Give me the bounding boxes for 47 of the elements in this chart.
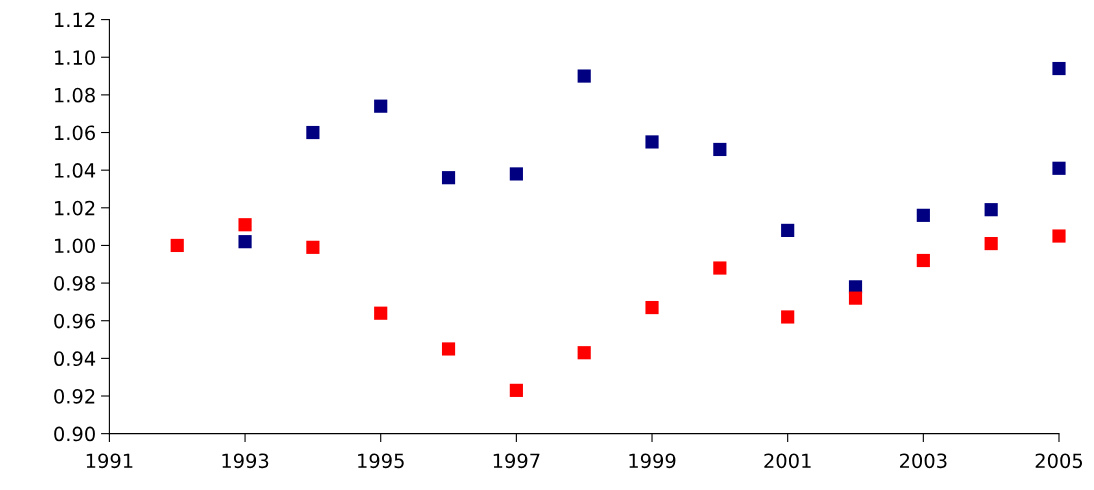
y-tick-label: 1.00 [55, 238, 95, 254]
y-tick-label: 1.12 [55, 12, 95, 27]
point [984, 236, 998, 251]
point [645, 135, 659, 149]
point [713, 142, 727, 157]
point [1052, 161, 1066, 175]
y-tick-label: 0.96 [54, 313, 95, 329]
y-tick-label: 1.06 [55, 125, 95, 141]
point [781, 310, 795, 324]
x-tick-label: 2001 [764, 453, 811, 469]
point [916, 208, 930, 222]
y-tick-label: 1.02 [55, 200, 95, 216]
point [781, 223, 795, 237]
point [441, 171, 456, 185]
point [577, 346, 591, 360]
point [577, 69, 591, 83]
point [509, 383, 523, 397]
point [1052, 229, 1066, 243]
point [984, 203, 998, 217]
y-tick-label: 1.04 [55, 163, 96, 178]
point [441, 342, 456, 356]
point [374, 99, 388, 113]
x-tick-label: 1993 [222, 453, 269, 469]
point [848, 291, 863, 305]
point [713, 261, 727, 275]
point [306, 125, 320, 140]
point [306, 240, 320, 254]
point [916, 253, 930, 268]
point [238, 218, 252, 232]
point [1052, 61, 1066, 76]
x-tick-label: 1999 [629, 453, 676, 469]
x-tick-label: 2003 [900, 453, 947, 469]
point [645, 300, 659, 315]
y-tick-label: 1.08 [55, 87, 95, 103]
point [509, 167, 523, 181]
x-tick-label: 2005 [1035, 453, 1083, 469]
y-tick-label: 1.10 [55, 50, 95, 65]
y-tick-label: 0.98 [54, 276, 95, 291]
point [170, 238, 184, 253]
y-tick-label: 0.94 [54, 351, 96, 367]
y-tick-label: 0.90 [54, 426, 95, 442]
y-tick-label: 0.92 [54, 388, 95, 404]
x-tick-label: 1995 [358, 453, 404, 469]
point [374, 306, 388, 320]
point [238, 235, 252, 249]
x-tick-label: 1991 [86, 453, 133, 469]
x-tick-label: 1997 [493, 453, 540, 469]
